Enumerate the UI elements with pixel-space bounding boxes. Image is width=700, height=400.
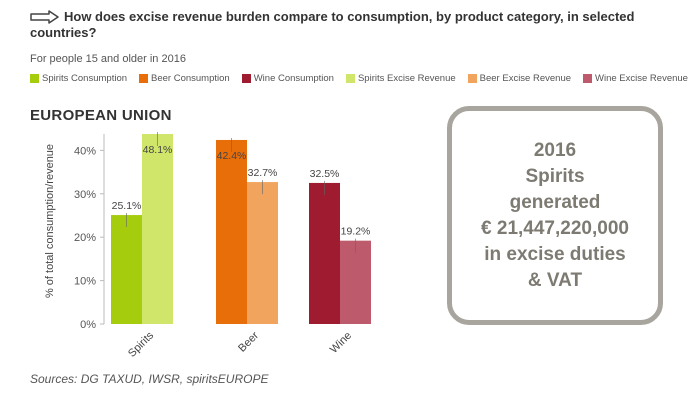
data-label: 48.1% (143, 144, 173, 156)
legend: Spirits Consumption Beer Consumption Wine … (30, 73, 700, 84)
info-line: & VAT (527, 269, 583, 291)
data-label: 32.7% (248, 167, 278, 179)
bar-wine-excise-revenue (340, 240, 371, 324)
y-tick-label: 20% (74, 232, 96, 244)
legend-label: Beer Consumption (151, 73, 230, 84)
bar-beer-excise-revenue (247, 182, 278, 324)
legend-swatch (467, 74, 477, 83)
legend-item: Wine Excise Revenue (583, 73, 688, 84)
data-label: 32.5% (310, 168, 340, 180)
legend-swatch (345, 74, 355, 83)
legend-item: Spirits Excise Revenue (345, 73, 456, 84)
outline-arrow-icon (30, 10, 59, 24)
title-line-2: countries? (30, 25, 97, 40)
legend-label: Wine Excise Revenue (595, 73, 688, 84)
region-label: EUROPEAN UNION (30, 107, 172, 124)
chart-subtitle: For people 15 and older in 2016 (30, 53, 186, 65)
legend-item: Beer Consumption (139, 73, 230, 84)
info-line: 2016 (533, 139, 577, 161)
info-line: € 21,447,220,000 (481, 217, 629, 239)
info-line: generated (509, 191, 601, 213)
data-label: 25.1% (112, 200, 142, 212)
legend-swatch (241, 74, 251, 83)
y-tick-label: 40% (74, 145, 96, 157)
bar-spirits-excise-revenue (142, 134, 173, 324)
y-axis-label: % of total consumption/revenue (44, 144, 56, 298)
y-tick-label: 10% (74, 276, 96, 288)
legend-label: Spirits Consumption (42, 73, 128, 84)
legend-item: Wine Consumption (241, 73, 334, 84)
legend-label: Wine Consumption (253, 73, 334, 84)
info-callout: 2016 Spirits generated € 21,447,220,000 in e… (447, 106, 663, 325)
data-label: 42.4% (217, 150, 247, 162)
legend-swatch (139, 74, 149, 83)
legend-label: Spirits Excise Revenue (357, 73, 456, 84)
legend-item: Spirits Consumption (30, 73, 127, 84)
bar-beer-consumption (216, 139, 247, 324)
x-tick-label: Beer (236, 329, 261, 354)
y-tick-label: 30% (74, 189, 96, 201)
legend-swatch (583, 74, 593, 83)
info-line: Spirits (525, 165, 585, 187)
data-label: 19.2% (341, 226, 371, 238)
bar-chart: 0% 10% 20% 30% 40% % of total consumption/rev… (44, 132, 371, 360)
legend-label: Beer Excise Revenue (479, 73, 572, 84)
info-line: in excise duties (484, 243, 626, 265)
bar-wine-consumption (309, 182, 340, 324)
legend-item: Beer Excise Revenue (467, 73, 572, 84)
legend-swatch (30, 74, 39, 83)
x-tick-label: Wine (328, 330, 354, 356)
x-tick-label: Spirits (126, 329, 156, 359)
sources-note: Sources: DG TAXUD, IWSR, spiritsEUROPE (30, 372, 269, 386)
bar-spirits-consumption (111, 215, 142, 324)
title-line-1: How does excise revenue burden compare t… (64, 9, 635, 24)
y-tick-label: 0% (80, 319, 96, 331)
